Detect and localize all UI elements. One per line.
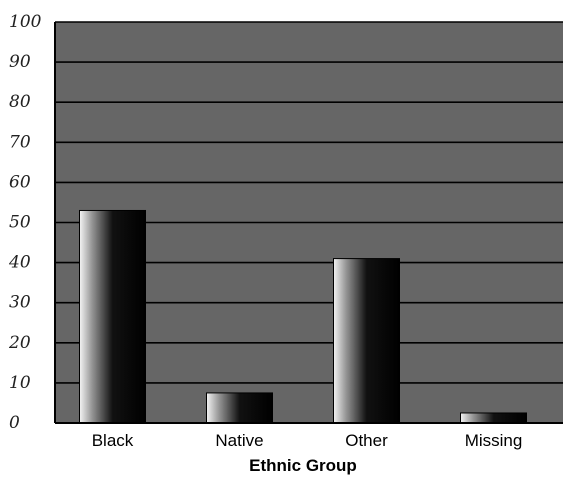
y-tick-label: 40 [8,253,31,273]
x-tick-label: Black [92,431,134,450]
y-tick-labels: 0 10 20 30 40 50 60 70 80 90 100 [8,12,42,433]
y-tick-label: 90 [9,52,31,72]
x-tick-label: Other [345,431,388,450]
x-tick-label: Native [215,431,263,450]
y-tick-label: 0 [9,413,20,433]
bars [79,209,527,424]
y-tick-label: 80 [9,92,31,112]
y-tick-label: 100 [9,12,42,32]
y-tick-label: 60 [9,172,31,192]
y-tick-label: 70 [9,132,31,152]
y-tick-label: 30 [9,293,31,313]
y-tick-label: 10 [9,373,31,393]
x-tick-labels: Black Native Other Missing [92,431,523,450]
y-tick-label: 20 [8,333,31,353]
y-tick-label: 50 [9,213,31,233]
bar-black [79,209,146,424]
bar-native [206,392,273,424]
bar-missing [460,412,527,424]
bar-other [333,258,400,424]
x-axis-title: Ethnic Group [249,456,357,475]
x-tick-label: Missing [465,431,523,450]
